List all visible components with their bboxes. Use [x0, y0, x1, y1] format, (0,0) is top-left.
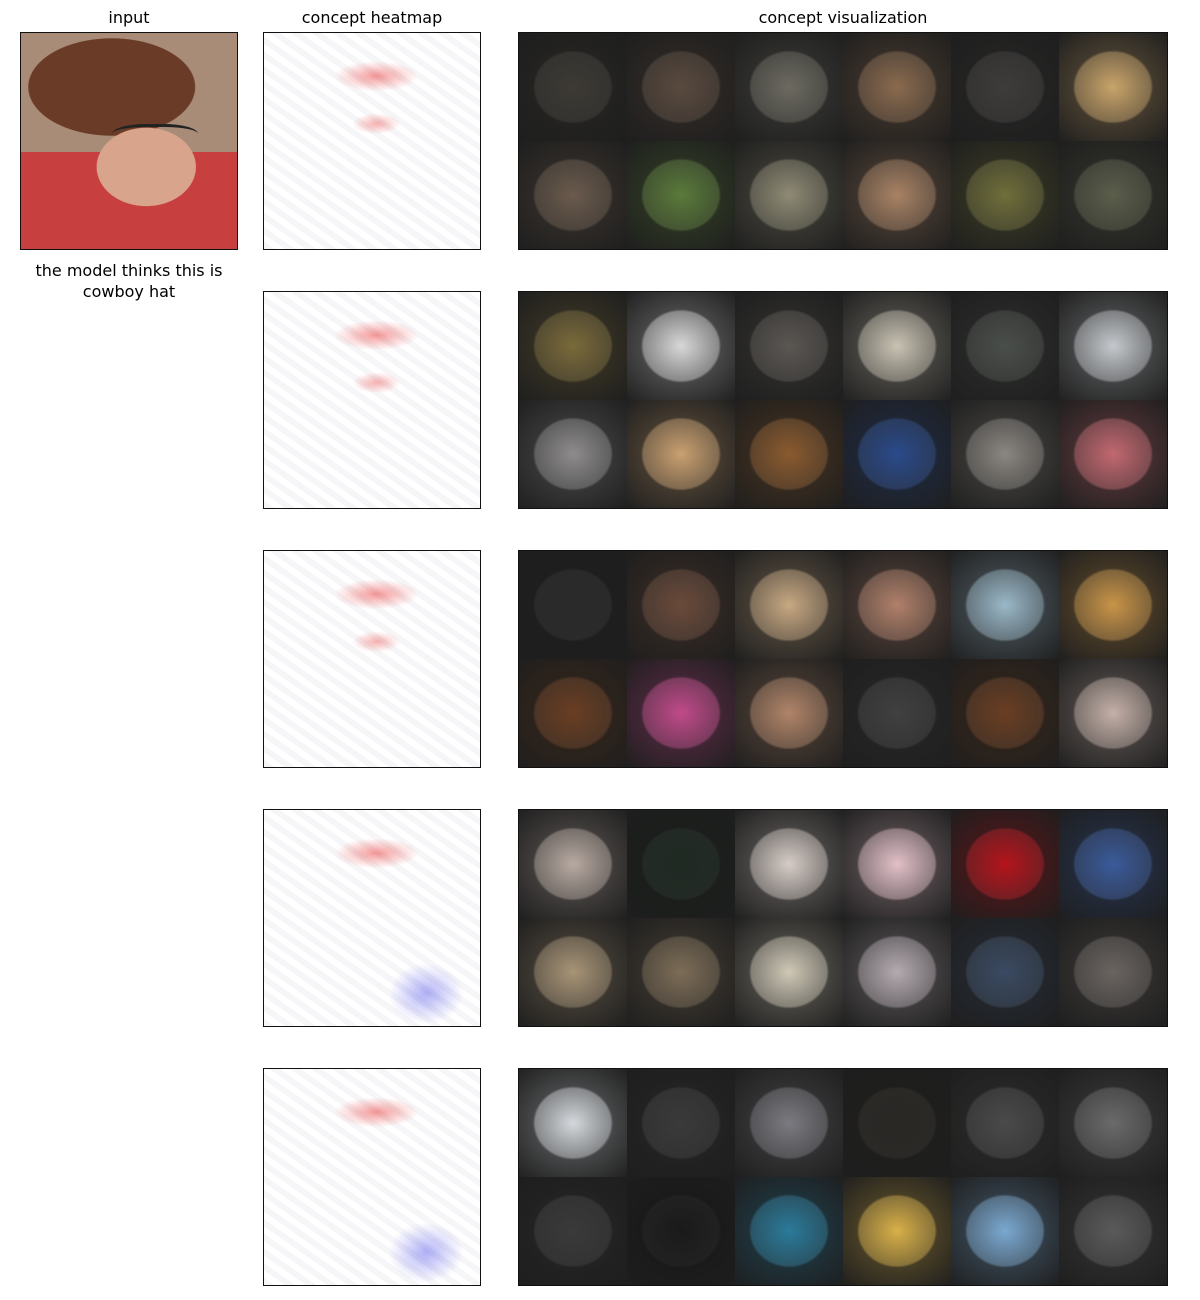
concept-example-tile	[951, 292, 1059, 400]
concept-example-tile	[843, 1177, 951, 1285]
concept-example-tile	[627, 33, 735, 141]
concept-example-tile	[951, 33, 1059, 141]
concept-example-tile	[843, 400, 951, 508]
concept-example-tile	[627, 141, 735, 249]
concept-example-tile	[951, 400, 1059, 508]
concept-visualization-1	[518, 32, 1168, 250]
concept-example-tile	[519, 659, 627, 767]
input-photo	[20, 32, 238, 250]
heatmap-title: concept heatmap	[301, 8, 443, 27]
concept-example-tile	[843, 141, 951, 249]
concept-example-tile	[1059, 33, 1167, 141]
concept-example-tile	[735, 810, 843, 918]
concept-example-tile	[735, 141, 843, 249]
concept-example-tile	[1059, 810, 1167, 918]
concept-example-tile	[843, 292, 951, 400]
concept-example-tile	[843, 551, 951, 659]
concept-example-tile	[951, 918, 1059, 1026]
concept-example-tile	[843, 659, 951, 767]
concept-example-tile	[735, 918, 843, 1026]
concept-example-tile	[843, 810, 951, 918]
concept-example-tile	[1059, 1177, 1167, 1285]
concept-example-tile	[951, 141, 1059, 249]
concept-example-tile	[627, 810, 735, 918]
concept-example-tile	[951, 810, 1059, 918]
concept-example-tile	[519, 551, 627, 659]
prediction-caption: the model thinks this is cowboy hat	[35, 261, 223, 301]
concept-example-tile	[1059, 141, 1167, 249]
concept-heatmap-5	[263, 1068, 481, 1286]
concept-example-tile	[951, 1069, 1059, 1177]
concept-visualization-3	[518, 550, 1168, 768]
concept-example-tile	[735, 551, 843, 659]
concept-example-tile	[951, 1177, 1059, 1285]
concept-example-tile	[627, 292, 735, 400]
concept-example-tile	[1059, 551, 1167, 659]
concept-example-tile	[1059, 659, 1167, 767]
concept-example-tile	[519, 1177, 627, 1285]
concept-example-tile	[519, 400, 627, 508]
concept-example-tile	[735, 292, 843, 400]
concept-example-tile	[951, 551, 1059, 659]
concept-example-tile	[1059, 400, 1167, 508]
concept-visualization-2	[518, 291, 1168, 509]
concept-example-tile	[627, 551, 735, 659]
concept-example-tile	[519, 33, 627, 141]
concept-example-tile	[735, 1069, 843, 1177]
concept-example-tile	[519, 1069, 627, 1177]
concept-example-tile	[519, 810, 627, 918]
concept-visualization-5	[518, 1068, 1168, 1286]
concept-example-tile	[627, 918, 735, 1026]
concept-example-tile	[627, 659, 735, 767]
concept-example-tile	[843, 918, 951, 1026]
concept-example-tile	[519, 918, 627, 1026]
concept-example-tile	[1059, 1069, 1167, 1177]
concept-visualization-4	[518, 809, 1168, 1027]
concept-example-tile	[627, 1069, 735, 1177]
concept-example-tile	[735, 33, 843, 141]
concept-example-tile	[1059, 292, 1167, 400]
concept-example-tile	[627, 400, 735, 508]
concept-example-tile	[735, 659, 843, 767]
concept-heatmap-3	[263, 550, 481, 768]
concept-heatmap-1	[263, 32, 481, 250]
concept-example-tile	[843, 1069, 951, 1177]
concept-example-tile	[519, 141, 627, 249]
concept-example-tile	[627, 1177, 735, 1285]
concept-example-tile	[951, 659, 1059, 767]
concept-example-tile	[843, 33, 951, 141]
concept-heatmap-2	[263, 291, 481, 509]
visualization-title: concept visualization	[758, 8, 928, 27]
concept-example-tile	[735, 400, 843, 508]
input-title: input	[108, 8, 150, 27]
concept-example-tile	[735, 1177, 843, 1285]
concept-example-tile	[1059, 918, 1167, 1026]
glasses-shape	[111, 123, 199, 149]
concept-heatmap-4	[263, 809, 481, 1027]
concept-example-tile	[519, 292, 627, 400]
